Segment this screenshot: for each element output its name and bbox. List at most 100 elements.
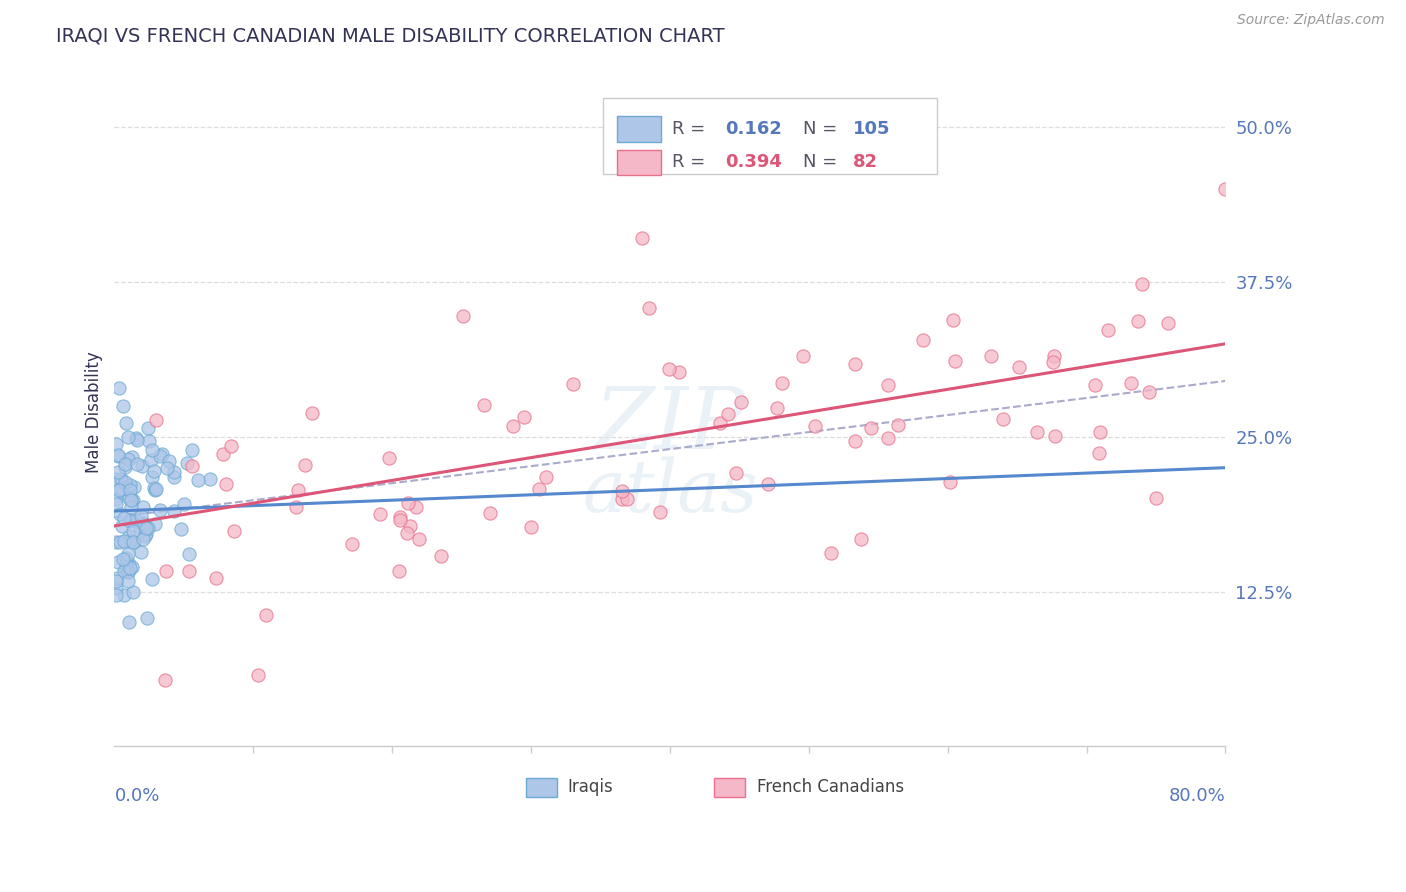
Point [129,544,152,558]
Point [117,565,139,579]
Point [215,477,238,491]
Point [122,534,145,549]
Point [222,524,245,539]
Point [118,491,141,505]
Text: French Canadians: French Canadians [756,778,904,797]
Point [131,533,153,547]
Point [120,533,142,548]
Point [398,496,420,510]
Text: 82: 82 [853,153,879,171]
Point [1043,429,1066,443]
Point [534,470,557,484]
Point [887,418,910,433]
Point [163,465,186,479]
Point [118,514,141,528]
Point [117,565,139,579]
Point [111,518,134,533]
Point [118,529,141,543]
Point [120,513,142,527]
Point [105,574,128,588]
Text: IRAQI VS FRENCH CANADIAN MALE DISABILITY CORRELATION CHART: IRAQI VS FRENCH CANADIAN MALE DISABILITY… [56,27,725,45]
Point [135,527,157,541]
Point [136,521,159,535]
Point [502,418,524,433]
Point [285,500,308,515]
Point [389,510,412,524]
Point [844,357,866,371]
Point [405,500,427,515]
Point [1088,445,1111,459]
Point [112,534,135,549]
Point [877,378,900,392]
Point [163,470,186,484]
Point [1137,385,1160,400]
Point [429,549,451,563]
Point [804,419,827,434]
Point [1144,491,1167,506]
Point [254,608,277,623]
Point [219,439,242,453]
Point [1008,359,1031,374]
Point [112,564,135,578]
Point [120,561,142,575]
Point [844,434,866,449]
Text: 80.0%: 80.0% [1168,787,1226,805]
Point [246,668,269,682]
Point [108,535,131,549]
Point [104,437,127,451]
Text: 105: 105 [853,120,891,138]
Point [162,503,184,517]
Point [117,547,139,561]
Point [145,482,167,496]
Point [143,483,166,498]
Point [820,546,842,560]
Point [115,417,138,431]
Point [176,456,198,470]
Point [141,442,163,457]
Point [105,472,128,486]
Bar [603,97,936,175]
Text: N =: N = [803,153,844,171]
Text: R =: R = [672,120,711,138]
Point [107,449,129,463]
Point [108,381,131,395]
Point [724,466,747,480]
Y-axis label: Male Disability: Male Disability [86,351,103,473]
Text: atlas: atlas [582,457,758,527]
Point [150,447,173,461]
Point [342,537,364,551]
Point [114,457,136,471]
Point [943,354,966,368]
Point [287,483,309,497]
Point [115,563,138,577]
Point [114,475,136,489]
Point [766,401,789,415]
Point [114,557,136,571]
Point [1130,277,1153,291]
Point [730,394,752,409]
Point [111,475,134,489]
Point [616,492,638,507]
Point [638,301,661,316]
Point [139,453,162,467]
Point [104,535,127,549]
Point [301,405,323,419]
Point [408,533,430,547]
Text: N =: N = [803,120,844,138]
Point [378,450,401,465]
Point [107,466,129,480]
Point [1025,425,1047,440]
Point [668,365,690,379]
Point [125,433,148,447]
Point [122,493,145,508]
Point [120,500,142,514]
Bar [617,150,661,175]
Point [792,349,814,363]
Point [717,407,740,421]
Point [198,472,221,486]
Point [939,475,962,489]
Point [117,430,139,444]
Point [122,585,145,599]
Point [388,564,411,578]
Point [121,450,143,464]
